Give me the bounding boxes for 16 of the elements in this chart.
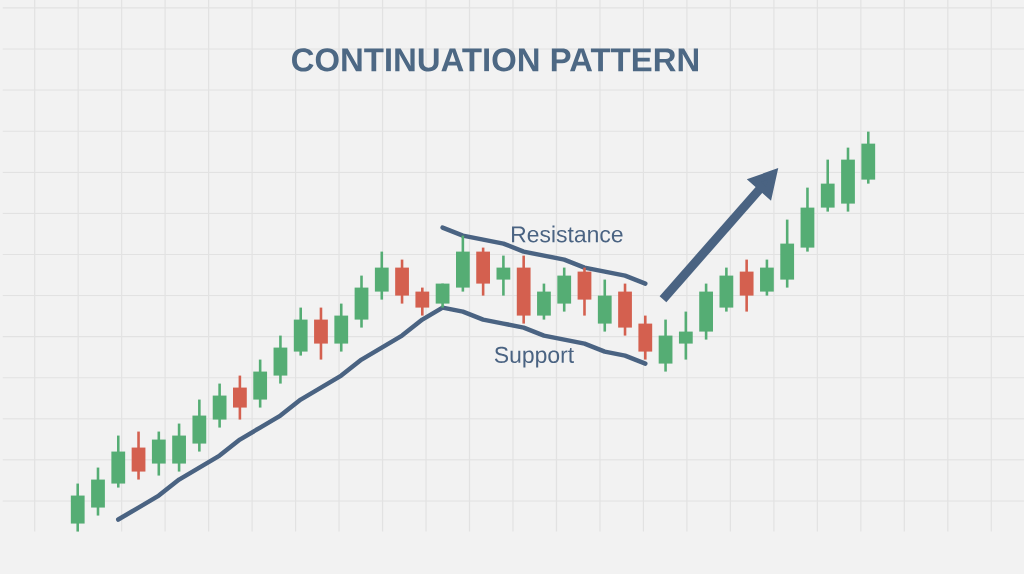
- candlestick: [131, 430, 146, 481]
- candlestick: [739, 258, 754, 313]
- candlestick: [496, 254, 511, 297]
- candlestick: [537, 282, 551, 321]
- candlestick: [233, 374, 247, 421]
- candlestick: [820, 158, 835, 213]
- candlestick: [151, 430, 166, 477]
- candlestick: [415, 286, 430, 317]
- series-label: Resistance: [512, 225, 623, 243]
- candlestick: [374, 250, 389, 301]
- candlestick: [678, 310, 693, 361]
- candlestick: [760, 258, 774, 297]
- series-label: Support: [494, 346, 574, 368]
- candlestick: [314, 306, 328, 361]
- chart-title: CONTINUATION PATTERN: [292, 47, 698, 72]
- candlestick: [212, 382, 227, 429]
